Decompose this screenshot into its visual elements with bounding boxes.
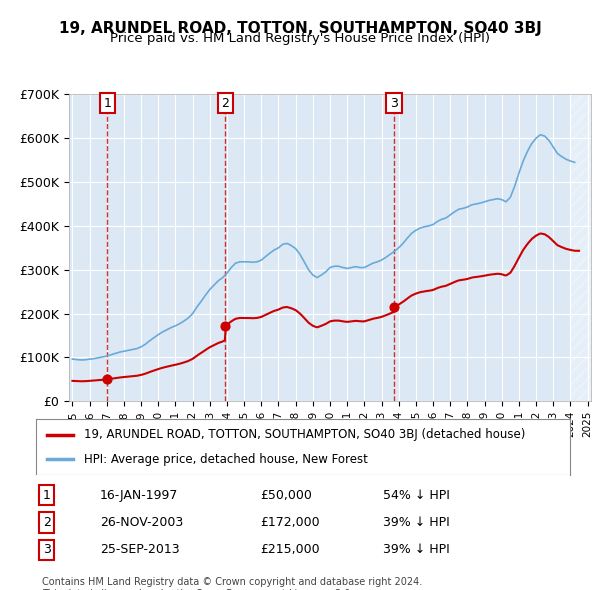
Text: 1: 1 bbox=[104, 97, 112, 110]
Text: 3: 3 bbox=[43, 543, 50, 556]
Text: 2: 2 bbox=[221, 97, 229, 110]
Text: 1: 1 bbox=[43, 489, 50, 502]
Text: 19, ARUNDEL ROAD, TOTTON, SOUTHAMPTON, SO40 3BJ: 19, ARUNDEL ROAD, TOTTON, SOUTHAMPTON, S… bbox=[59, 21, 541, 35]
Point bbox=[103, 375, 112, 384]
Text: 26-NOV-2003: 26-NOV-2003 bbox=[100, 516, 184, 529]
Text: £50,000: £50,000 bbox=[260, 489, 312, 502]
Text: 39% ↓ HPI: 39% ↓ HPI bbox=[383, 543, 450, 556]
Text: HPI: Average price, detached house, New Forest: HPI: Average price, detached house, New … bbox=[84, 453, 368, 466]
Text: £215,000: £215,000 bbox=[260, 543, 320, 556]
Text: 39% ↓ HPI: 39% ↓ HPI bbox=[383, 516, 450, 529]
Text: 54% ↓ HPI: 54% ↓ HPI bbox=[383, 489, 450, 502]
Text: 25-SEP-2013: 25-SEP-2013 bbox=[100, 543, 180, 556]
Text: 2: 2 bbox=[43, 516, 50, 529]
Point bbox=[389, 302, 399, 312]
Text: 3: 3 bbox=[390, 97, 398, 110]
Text: £172,000: £172,000 bbox=[260, 516, 320, 529]
Text: 19, ARUNDEL ROAD, TOTTON, SOUTHAMPTON, SO40 3BJ (detached house): 19, ARUNDEL ROAD, TOTTON, SOUTHAMPTON, S… bbox=[84, 428, 526, 441]
Point bbox=[220, 321, 230, 330]
Bar bbox=[571, 94, 591, 401]
Text: Price paid vs. HM Land Registry's House Price Index (HPI): Price paid vs. HM Land Registry's House … bbox=[110, 32, 490, 45]
Text: 16-JAN-1997: 16-JAN-1997 bbox=[100, 489, 178, 502]
Text: Contains HM Land Registry data © Crown copyright and database right 2024.
This d: Contains HM Land Registry data © Crown c… bbox=[42, 577, 422, 590]
